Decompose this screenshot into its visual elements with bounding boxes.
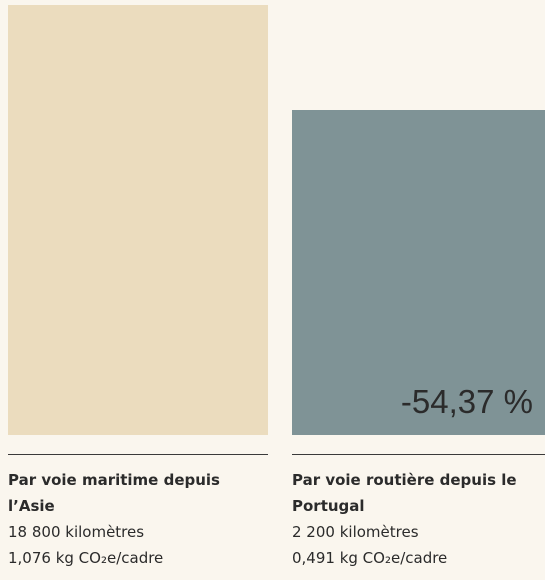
bar: -54,37 % [292,110,545,435]
emission: 1,076 kg CO₂e/cadre [8,549,164,567]
reduction-label: -54,37 % [400,383,533,420]
card-title: Par voie maritime depuis l’Asie [8,471,220,515]
distance: 18 800 kilomètres [8,523,145,541]
divider [8,454,268,455]
bar [8,5,268,435]
card: Par voie maritime depuis l’Asie 18 800 k… [8,0,268,571]
divider [292,454,545,455]
card: -54,37 % Par voie routière depuis le Por… [292,0,545,571]
distance: 2 200 kilomètres [292,523,419,541]
emission: 0,491 kg CO₂e/cadre [292,549,448,567]
card-title: Par voie routière depuis le Portugal [292,471,517,515]
